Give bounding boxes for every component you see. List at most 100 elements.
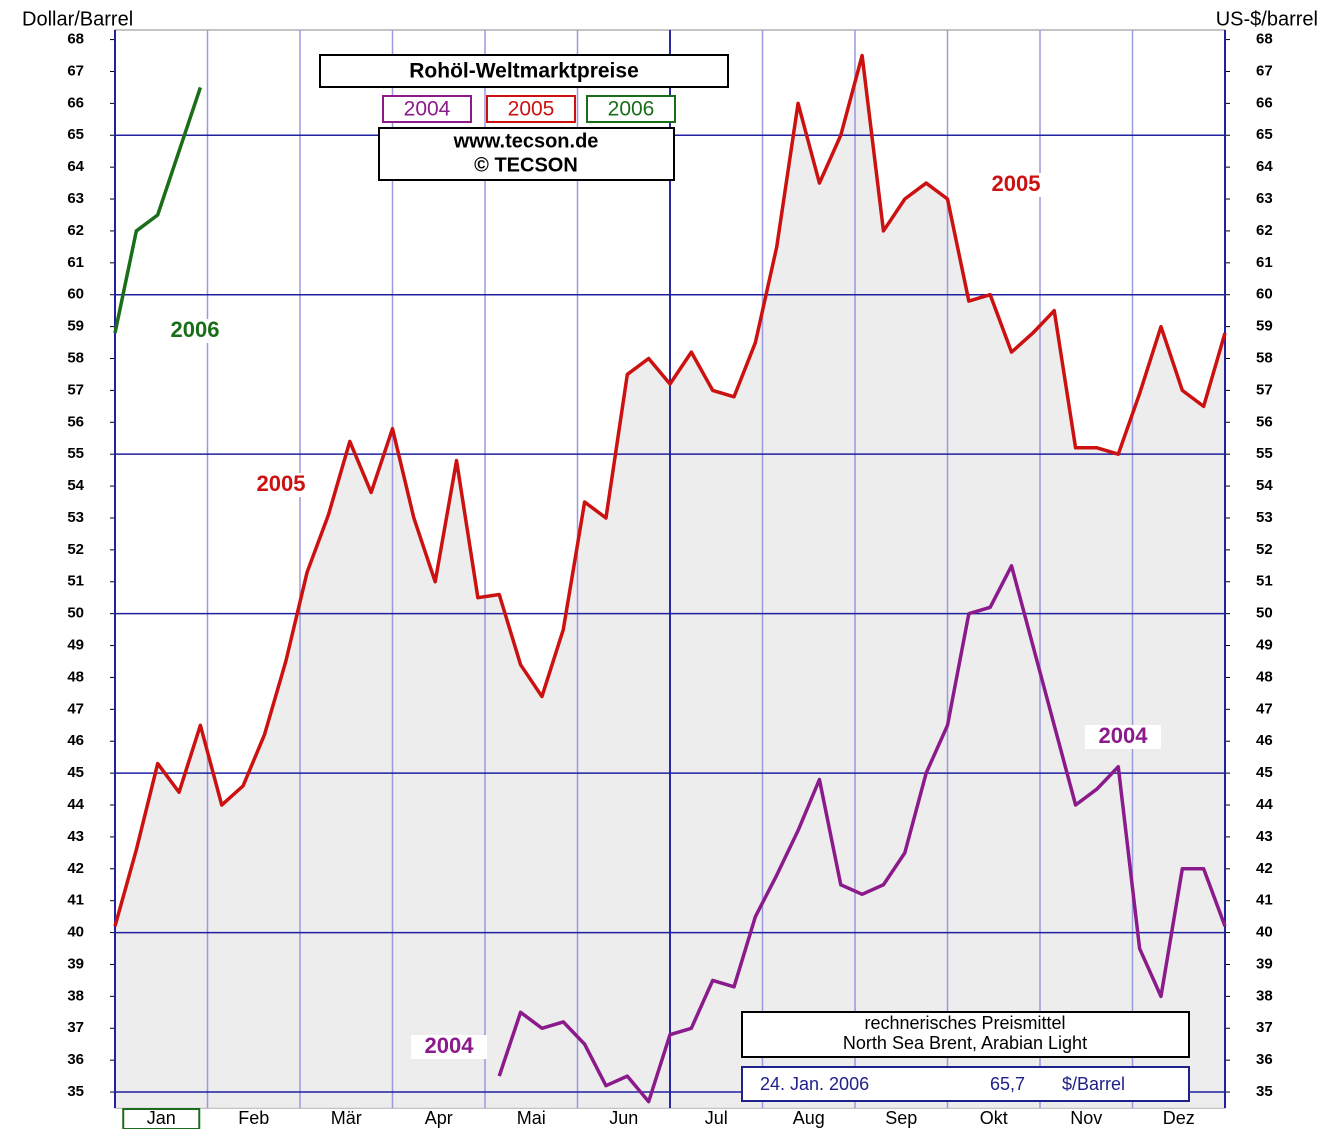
price-date: 24. Jan. 2006 [760, 1074, 869, 1094]
y-tick-label: 56 [67, 413, 84, 430]
y2-tick-label: 54 [1256, 477, 1273, 494]
x-tick-label: Aug [793, 1108, 825, 1128]
y-tick-label: 57 [67, 381, 84, 398]
y-tick-label: 67 [67, 62, 84, 79]
y2-tick-label: 49 [1256, 637, 1273, 654]
y-tick-label: 59 [67, 318, 84, 335]
x-tick-label: Mär [331, 1108, 362, 1128]
y2-tick-label: 43 [1256, 828, 1273, 845]
series-line [113, 86, 203, 334]
y-tick-label: 38 [67, 987, 84, 1004]
y-axis-title: Dollar/Barrel [22, 8, 133, 30]
series-label: 2004 [425, 1033, 475, 1058]
y2-tick-label: 53 [1256, 509, 1273, 526]
x-tick-label: Apr [425, 1108, 453, 1128]
y-tick-label: 53 [67, 509, 84, 526]
y2-tick-label: 57 [1256, 381, 1273, 398]
series-label: 2004 [1099, 723, 1149, 748]
y-tick-label: 68 [67, 31, 84, 48]
y-tick-label: 52 [67, 541, 84, 558]
x-tick-label: Okt [980, 1108, 1008, 1128]
y2-tick-label: 36 [1256, 1051, 1273, 1068]
subtitle: © TECSON [474, 154, 578, 176]
legend-box [382, 95, 472, 123]
y-tick-label: 65 [67, 126, 84, 143]
info-text: rechnerisches Preismittel [864, 1013, 1065, 1033]
price-value: 65,7 [990, 1074, 1025, 1094]
y-tick-label: 55 [67, 445, 84, 462]
y2-tick-label: 46 [1256, 732, 1273, 749]
x-tick-label: Jan [147, 1108, 176, 1128]
y-tick-label: 63 [67, 190, 84, 207]
current-month-box [122, 1108, 201, 1129]
x-tick-label: Jul [705, 1108, 728, 1128]
y-tick-label: 54 [67, 477, 84, 494]
y-tick-label: 36 [67, 1051, 84, 1068]
y-tick-label: 62 [67, 222, 84, 239]
y2-tick-label: 60 [1256, 286, 1273, 303]
info-text: North Sea Brent, Arabian Light [843, 1033, 1087, 1053]
label-bg [157, 319, 233, 343]
y2-tick-label: 40 [1256, 924, 1273, 941]
y-tick-label: 58 [67, 349, 84, 366]
y2-tick-label: 41 [1256, 892, 1273, 909]
y-tick-label: 43 [67, 828, 84, 845]
x-tick-label: Nov [1070, 1108, 1102, 1128]
y-tick-label: 39 [67, 955, 84, 972]
y-tick-label: 51 [67, 573, 84, 590]
y2-tick-label: 39 [1256, 955, 1273, 972]
info-box [741, 1011, 1190, 1058]
label-bg [1085, 725, 1161, 749]
y-tick-label: 64 [67, 158, 84, 175]
price-box [741, 1066, 1190, 1102]
legend-box [486, 95, 576, 123]
y2-tick-label: 47 [1256, 700, 1273, 717]
label-bg [243, 473, 319, 497]
y-tick-label: 66 [67, 94, 84, 111]
x-tick-label: Mai [517, 1108, 546, 1128]
legend-label: 2006 [608, 98, 655, 121]
y-tick-label: 35 [67, 1083, 84, 1100]
y2-tick-label: 50 [1256, 605, 1273, 622]
x-tick-label: Jun [609, 1108, 638, 1128]
y2-tick-label: 45 [1256, 764, 1273, 781]
y2-tick-label: 68 [1256, 31, 1273, 48]
y2-tick-label: 48 [1256, 668, 1273, 685]
title-box [319, 54, 729, 88]
y2-tick-label: 55 [1256, 445, 1273, 462]
x-tick-label: Sep [885, 1108, 917, 1128]
series-label: 2005 [257, 471, 306, 496]
y2-tick-label: 64 [1256, 158, 1273, 175]
y-tick-label: 42 [67, 860, 84, 877]
series-label: 2006 [171, 317, 220, 342]
y2-tick-label: 42 [1256, 860, 1273, 877]
y2-tick-label: 44 [1256, 796, 1273, 813]
y2-tick-label: 37 [1256, 1019, 1273, 1036]
label-bg [411, 1035, 487, 1059]
y-tick-label: 40 [67, 924, 84, 941]
x-tick-label: Dez [1163, 1108, 1195, 1128]
y-tick-label: 45 [67, 764, 84, 781]
y2-tick-label: 63 [1256, 190, 1273, 207]
y2-tick-label: 58 [1256, 349, 1273, 366]
y2-tick-label: 61 [1256, 254, 1273, 271]
y2-tick-label: 52 [1256, 541, 1273, 558]
legend-label: 2005 [508, 98, 555, 121]
y-tick-label: 49 [67, 637, 84, 654]
y-tick-label: 47 [67, 700, 84, 717]
legend-box [586, 95, 676, 123]
y2-tick-label: 51 [1256, 573, 1273, 590]
price-unit: $/Barrel [1062, 1074, 1125, 1094]
legend-label: 2004 [404, 98, 451, 121]
x-tick-label: Feb [238, 1108, 269, 1128]
y2-tick-label: 38 [1256, 987, 1273, 1004]
y-tick-label: 60 [67, 286, 84, 303]
y2-tick-label: 67 [1256, 62, 1273, 79]
series-label: 2005 [992, 171, 1041, 196]
label-bg [978, 173, 1054, 197]
y2-tick-label: 66 [1256, 94, 1273, 111]
y-tick-label: 50 [67, 605, 84, 622]
series-line [497, 564, 1227, 1104]
y-tick-label: 46 [67, 732, 84, 749]
